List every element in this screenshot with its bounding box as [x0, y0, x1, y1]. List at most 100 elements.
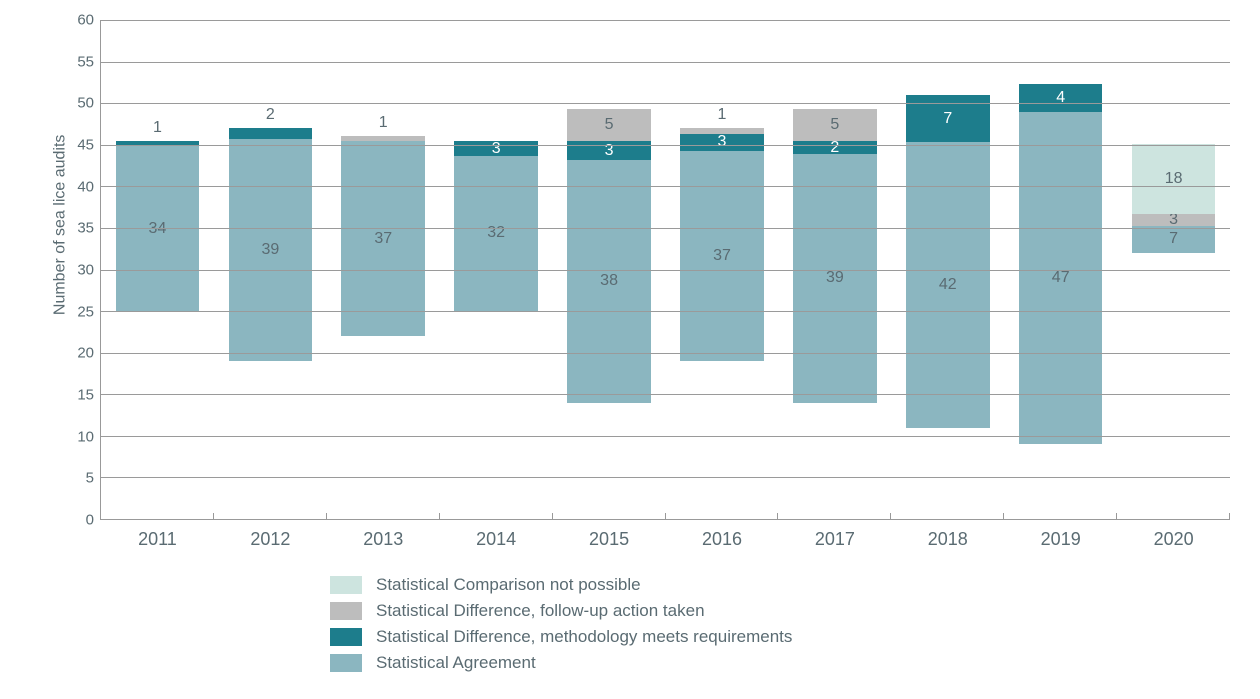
bar-segment-value: 42: [939, 276, 957, 294]
bar-segment-value: 38: [600, 272, 618, 290]
bar: 7 318: [1132, 20, 1216, 253]
y-tick-label: 0: [86, 512, 94, 529]
grid-line: [101, 20, 1230, 21]
bar-segment-value: 3: [718, 133, 727, 151]
x-tick-label: 2020: [1117, 519, 1230, 550]
bar-segment-diff_followup: 5: [793, 109, 877, 141]
grid-line: [101, 186, 1230, 187]
x-tick-label: 2011: [101, 519, 214, 550]
y-tick-label: 40: [77, 178, 94, 195]
grid-line: [101, 394, 1230, 395]
bar-segment-value: 47: [1052, 269, 1070, 287]
legend-item: Statistical Comparison not possible: [330, 575, 930, 595]
bar-segment-diff_followup: 1: [341, 136, 425, 141]
y-tick-label: 45: [77, 137, 94, 154]
bar-segment-agreement: 37: [680, 151, 764, 361]
bar-segment-value: 3: [492, 140, 501, 158]
x-tick-label: 2018: [891, 519, 1004, 550]
y-tick-label: 20: [77, 345, 94, 362]
legend-swatch: [330, 602, 362, 620]
legend-label: Statistical Agreement: [376, 653, 536, 673]
bar-segment-agreement: 42: [906, 142, 990, 427]
legend-item: Statistical Difference, methodology meet…: [330, 627, 930, 647]
legend-item: Statistical Difference, follow-up action…: [330, 601, 930, 621]
stacked-bar-chart: Number of sea lice audits 05101520253035…: [30, 20, 1230, 520]
legend-label: Statistical Difference, methodology meet…: [376, 627, 792, 647]
y-axis: 051015202530354045505560: [60, 20, 100, 520]
bar-segment-value: 5: [830, 116, 839, 134]
y-axis-label-wrap: Number of sea lice audits: [30, 20, 60, 520]
bar-segment-agreement: 32: [454, 156, 538, 311]
bar-segment-agreement: 39: [793, 154, 877, 403]
y-tick-label: 5: [86, 470, 94, 487]
y-tick-label: 55: [77, 53, 94, 70]
bar: 3731: [680, 20, 764, 361]
y-tick-label: 25: [77, 303, 94, 320]
bar: 3835: [567, 20, 651, 403]
bar-segment-value: 2: [830, 139, 839, 157]
x-tick-label: 2014: [440, 519, 553, 550]
x-tick-label: 2013: [327, 519, 440, 550]
grid-line: [101, 145, 1230, 146]
y-tick-label: 50: [77, 95, 94, 112]
x-axis: 2011201220132014201520162017201820192020: [101, 519, 1230, 550]
grid-line: [101, 311, 1230, 312]
bar-segment-value: 1: [153, 119, 162, 137]
bar: 39 2 5: [793, 20, 877, 403]
bar-segment-diff_meets: 2: [793, 141, 877, 154]
bar-segment-agreement: 37: [341, 141, 425, 336]
bar-segment-value: 7: [943, 110, 952, 128]
legend-swatch: [330, 576, 362, 594]
bar-segment-diff_meets: 4: [1019, 84, 1103, 112]
bar: 341: [116, 20, 200, 311]
bar-segment-diff_meets: 7: [906, 95, 990, 143]
grid-line: [101, 62, 1230, 63]
bar-segment-value: 7: [1169, 230, 1178, 248]
x-tick-label: 2017: [778, 519, 891, 550]
bar-segment-agreement: 39: [229, 139, 313, 361]
grid-line: [101, 103, 1230, 104]
legend-item: Statistical Agreement: [330, 653, 930, 673]
y-tick-label: 35: [77, 220, 94, 237]
legend-swatch: [330, 628, 362, 646]
legend-swatch: [330, 654, 362, 672]
grid-line: [101, 270, 1230, 271]
x-tick-label: 2016: [666, 519, 779, 550]
bar-segment-diff_meets: 2: [229, 128, 313, 139]
legend: Statistical Comparison not possible Stati…: [330, 575, 930, 673]
plot-area: 3413923713233835373139254274747318 20112…: [100, 20, 1230, 520]
grid-line: [101, 353, 1230, 354]
grid-line: [101, 477, 1230, 478]
grid-line: [101, 436, 1230, 437]
grid-line: [101, 228, 1230, 229]
bar-segment-diff_followup: 3: [1132, 214, 1216, 226]
bar-segment-diff_meets: 3: [680, 134, 764, 151]
bar-segment-not_possible: 18: [1132, 144, 1216, 214]
bar-segment-value: 39: [261, 241, 279, 259]
x-tick-label: 2015: [553, 519, 666, 550]
bar: 47 4: [1019, 20, 1103, 444]
y-tick-label: 30: [77, 262, 94, 279]
x-tick-label: 2012: [214, 519, 327, 550]
bar: 323: [454, 20, 538, 311]
bar-segment-value: 2: [266, 106, 275, 124]
bar-segment-value: 37: [713, 247, 731, 265]
bar-segment-agreement: 38: [567, 160, 651, 402]
bar-segment-agreement: 7: [1132, 226, 1216, 253]
bar-segment-value: 5: [605, 116, 614, 134]
legend-label: Statistical Comparison not possible: [376, 575, 641, 595]
bar-segment-value: 37: [374, 230, 392, 248]
bar-segment-value: 1: [379, 114, 388, 132]
bar: 39 2: [229, 20, 313, 361]
y-tick-label: 10: [77, 428, 94, 445]
bar: 37 1: [341, 20, 425, 336]
y-tick-label: 15: [77, 387, 94, 404]
bar-segment-value: 39: [826, 269, 844, 287]
legend-label: Statistical Difference, follow-up action…: [376, 601, 705, 621]
bar-segment-diff_followup: 5: [567, 109, 651, 141]
bar-segment-diff_meets: 3: [454, 141, 538, 156]
bar-segment-diff_followup: 1: [680, 128, 764, 134]
y-tick-label: 60: [77, 12, 94, 29]
bar-segment-value: 1: [718, 106, 727, 124]
x-tick-label: 2019: [1004, 519, 1117, 550]
